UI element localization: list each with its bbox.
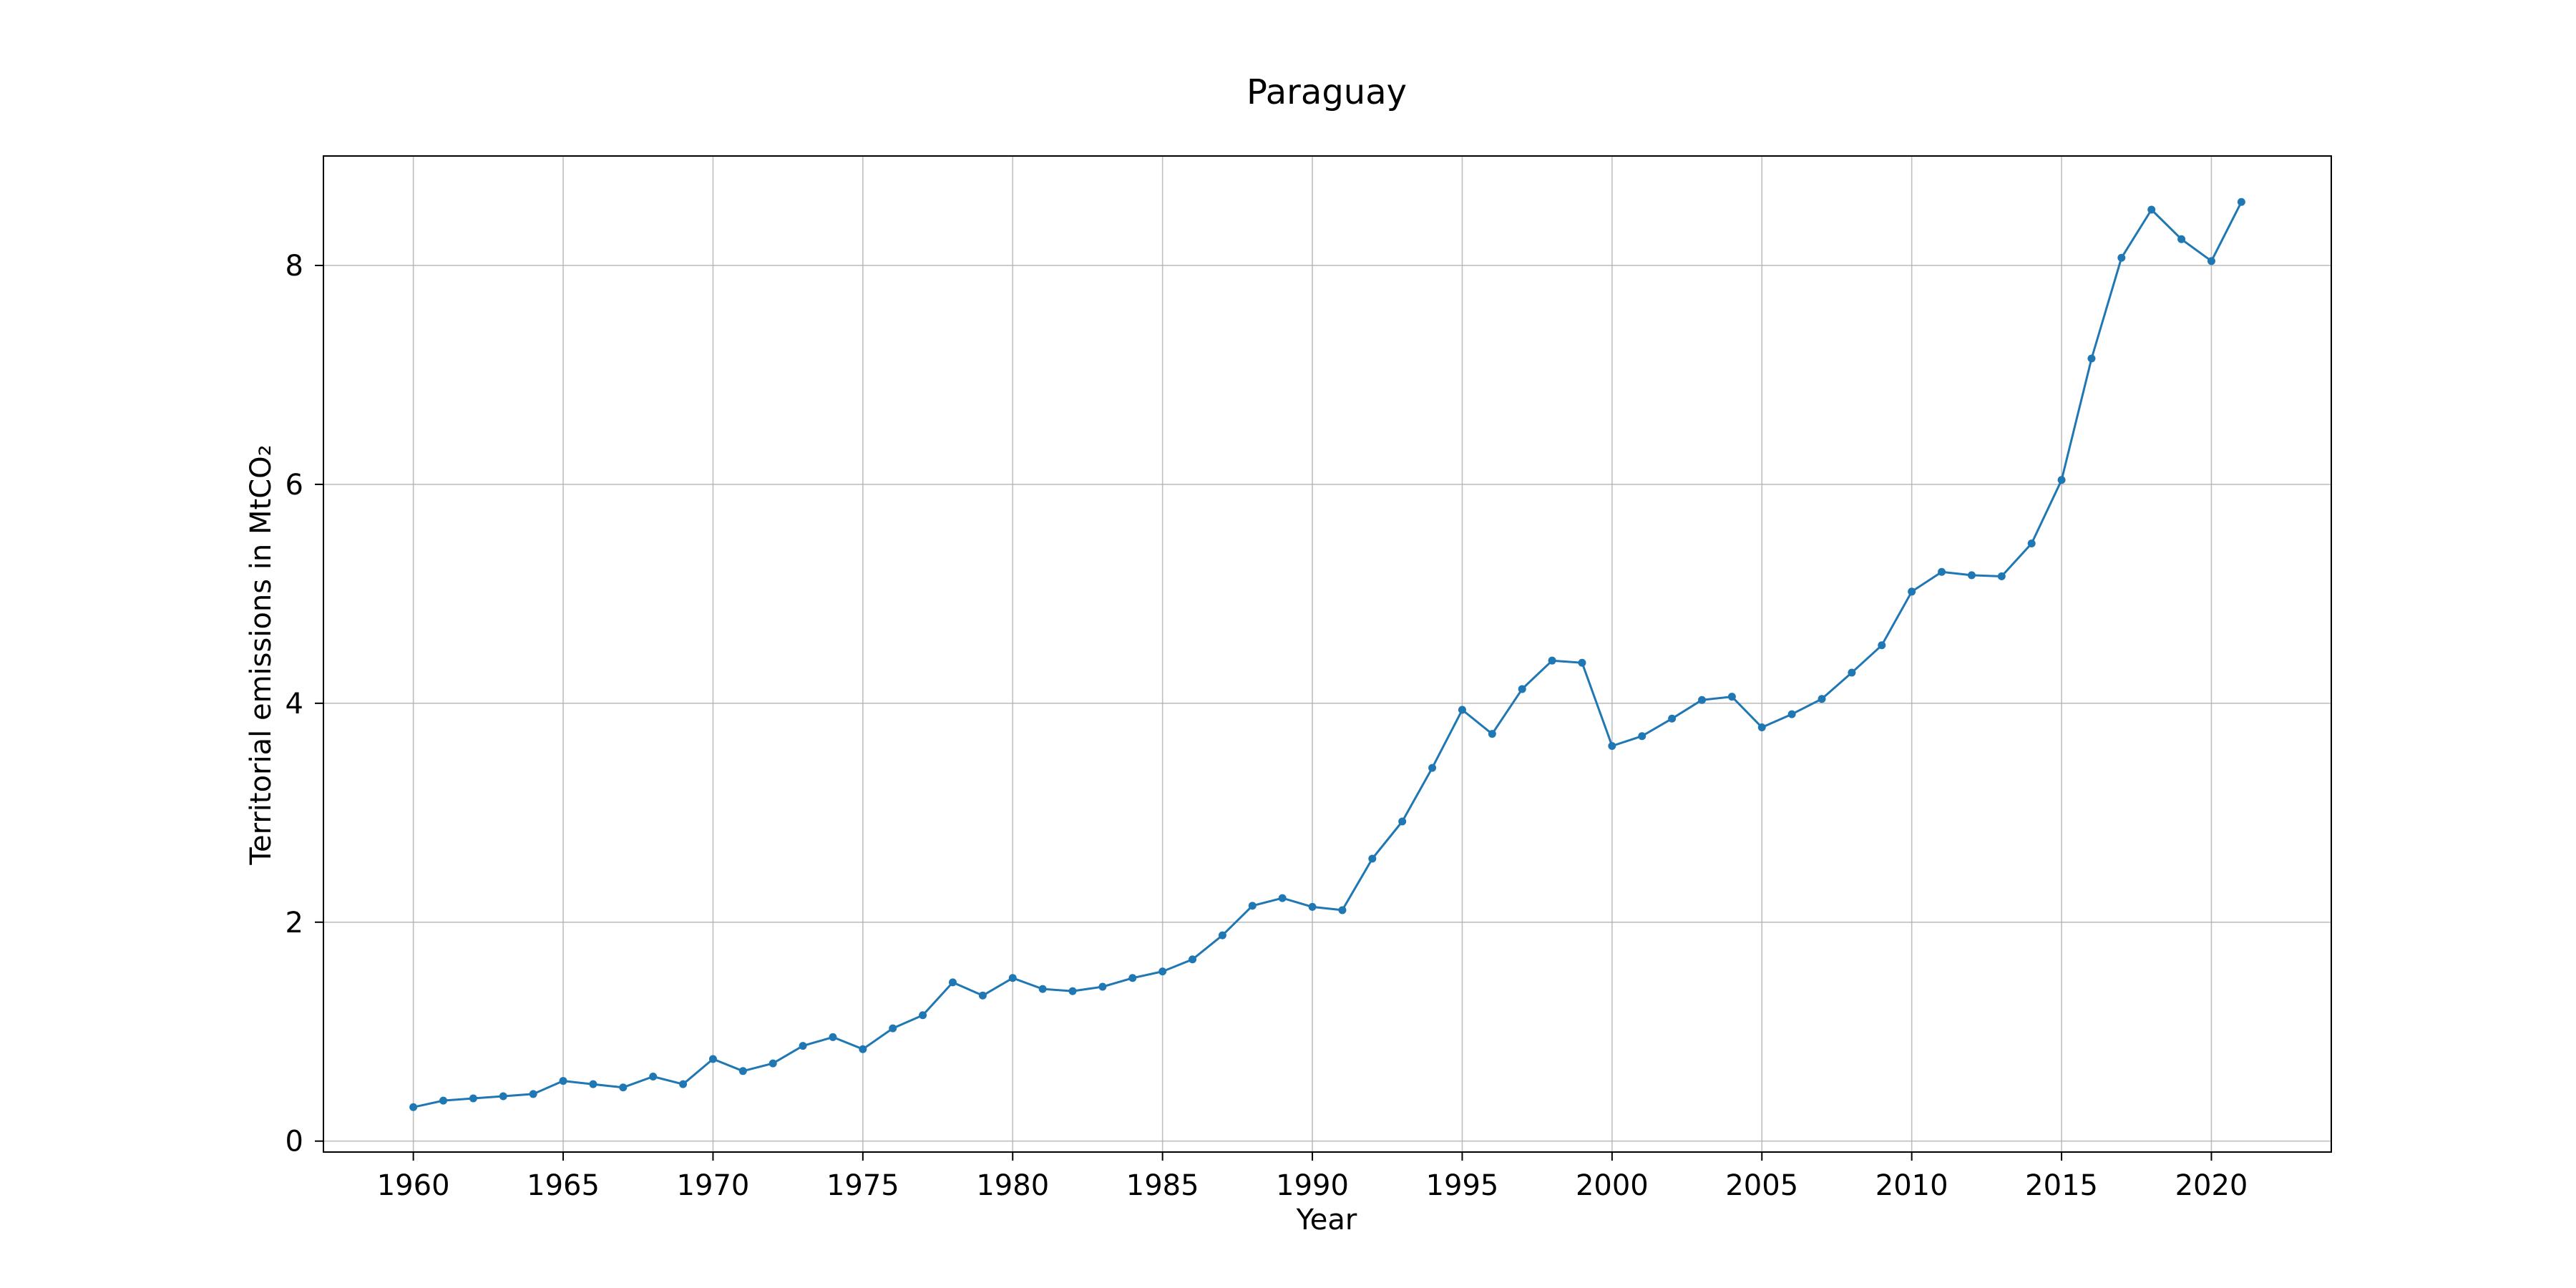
chart-title: Paraguay <box>1246 72 1407 112</box>
x-tick-label: 1995 <box>1426 1169 1499 1202</box>
data-point <box>2057 476 2066 484</box>
data-point <box>1938 567 1946 576</box>
data-point <box>589 1080 597 1088</box>
data-point <box>469 1094 477 1103</box>
data-point <box>1878 641 1886 650</box>
data-point <box>1308 902 1317 911</box>
data-point <box>2147 205 2156 214</box>
data-point <box>679 1080 688 1088</box>
series-line <box>413 201 2243 1108</box>
data-point <box>529 1090 537 1098</box>
data-point <box>769 1059 777 1068</box>
x-tick-label: 1985 <box>1126 1169 1199 1202</box>
data-point <box>1638 732 1646 741</box>
data-point <box>1518 685 1526 693</box>
data-point <box>708 1055 717 1063</box>
data-point <box>829 1033 837 1041</box>
grid <box>323 156 2331 1152</box>
x-tick-label: 1975 <box>826 1169 899 1202</box>
data-point <box>1248 902 1257 910</box>
data-point <box>439 1096 448 1105</box>
y-tick-label: 4 <box>286 688 303 721</box>
y-tick-label: 8 <box>286 250 303 283</box>
y-axis-label: Territorial emissions in MtCO₂ <box>245 444 278 865</box>
data-point <box>1698 696 1707 704</box>
x-axis-label: Year <box>1296 1204 1357 1236</box>
x-tick-label: 2015 <box>2025 1169 2098 1202</box>
x-tick-label: 1960 <box>377 1169 450 1202</box>
data-point <box>2117 253 2126 262</box>
data-point <box>1368 854 1377 863</box>
data-point <box>1189 955 1197 964</box>
data-point <box>1488 730 1496 738</box>
data-point <box>1997 572 2006 580</box>
x-tick-label: 2005 <box>1725 1169 1798 1202</box>
data-point <box>1757 723 1766 731</box>
data-point <box>499 1092 507 1101</box>
data-point <box>948 978 957 987</box>
data-point <box>1548 656 1556 665</box>
y-tick-label: 2 <box>286 907 303 940</box>
x-tick-label: 2010 <box>1875 1169 1948 1202</box>
data-point <box>649 1072 658 1080</box>
data-point <box>1158 967 1167 976</box>
data-point <box>1068 987 1077 995</box>
data-point <box>1428 763 1437 772</box>
x-tick-label: 1980 <box>976 1169 1049 1202</box>
data-point <box>799 1042 807 1050</box>
x-tick-label: 1970 <box>677 1169 750 1202</box>
data-point <box>1008 974 1017 982</box>
data-point <box>1608 741 1616 750</box>
data-point <box>1338 906 1347 914</box>
data-point <box>2177 235 2186 243</box>
data-point <box>1967 571 1976 580</box>
data-point <box>2207 257 2215 265</box>
data-point <box>1578 658 1586 667</box>
data-point <box>1098 982 1107 991</box>
data-point <box>889 1024 897 1033</box>
data-point <box>1038 985 1047 993</box>
data-point <box>1668 714 1677 723</box>
data-point <box>919 1011 927 1020</box>
data-point <box>1458 706 1466 714</box>
x-tick-label: 1965 <box>527 1169 600 1202</box>
x-tick-label: 2020 <box>2175 1169 2248 1202</box>
x-tick-label: 2000 <box>1576 1169 1649 1202</box>
data-point <box>1727 693 1736 701</box>
data-point <box>409 1103 418 1111</box>
data-point <box>559 1077 567 1085</box>
data-point <box>1398 817 1407 826</box>
plot-frame <box>323 155 2332 1153</box>
data-point <box>1787 710 1796 718</box>
x-axis: 1960 1965 1970 1975 1980 1985 1990 1995 2000 2005… <box>377 1152 2248 1202</box>
data-point <box>1278 894 1287 902</box>
data-point <box>2087 354 2096 363</box>
y-tick-label: 6 <box>286 469 303 502</box>
data-point <box>619 1083 628 1092</box>
data-point <box>1128 974 1137 982</box>
data-point <box>2237 197 2245 206</box>
data-point <box>1218 931 1226 940</box>
data-point <box>1848 668 1856 677</box>
x-tick-label: 1990 <box>1276 1169 1349 1202</box>
data-point <box>859 1045 867 1053</box>
data-series <box>409 197 2245 1111</box>
data-point <box>738 1067 747 1075</box>
data-point <box>978 991 987 1000</box>
data-point <box>1818 695 1826 703</box>
y-tick-label: 0 <box>286 1126 303 1158</box>
y-axis: 0 2 4 6 8 <box>286 250 323 1158</box>
data-point <box>1908 587 1916 596</box>
data-point <box>2027 540 2036 548</box>
